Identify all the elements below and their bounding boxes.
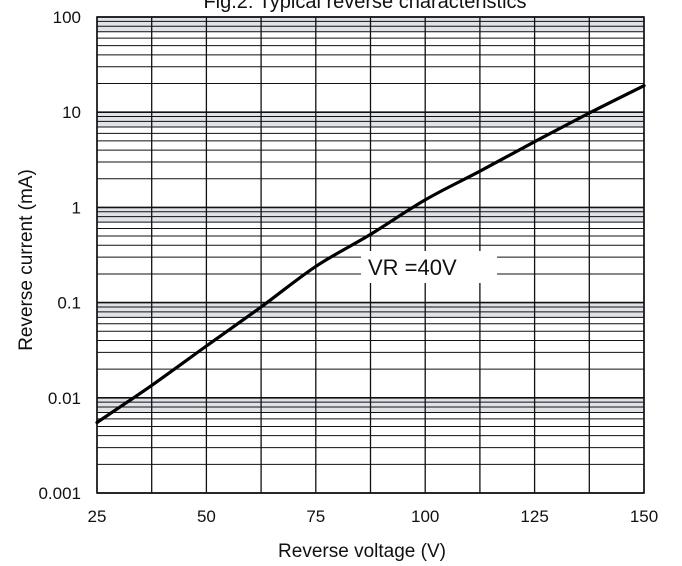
y-tick-label: 1 <box>72 198 81 217</box>
y-tick-label: 0.1 <box>57 294 81 313</box>
y-tick-label: 100 <box>53 8 81 27</box>
y-tick-label: 0.01 <box>48 389 81 408</box>
annotation-label: VR =40V <box>368 255 457 280</box>
y-tick-label: 0.001 <box>38 484 81 503</box>
x-tick-label: 25 <box>88 507 107 526</box>
tick-labels: 25 50 75 100 125 150 0.001 0.01 0.1 1 10 100 <box>38 8 658 526</box>
x-axis-title: Reverse voltage (V) <box>278 541 446 562</box>
y-tick-label: 10 <box>62 103 81 122</box>
grid-lines <box>96 16 645 494</box>
y-axis-title: Reverse current (mA) <box>16 169 37 351</box>
plot-frame <box>96 16 645 494</box>
chart-title: Fig.2: Typical reverse characteristics <box>203 0 526 13</box>
x-tick-label: 100 <box>411 507 439 526</box>
annotation-background <box>361 251 497 283</box>
x-tick-label: 125 <box>520 507 548 526</box>
x-tick-label: 75 <box>306 507 325 526</box>
curve-layer <box>95 84 646 425</box>
x-tick-label: 150 <box>630 507 658 526</box>
series-line-vr-40v <box>95 84 646 425</box>
x-tick-label: 50 <box>197 507 216 526</box>
